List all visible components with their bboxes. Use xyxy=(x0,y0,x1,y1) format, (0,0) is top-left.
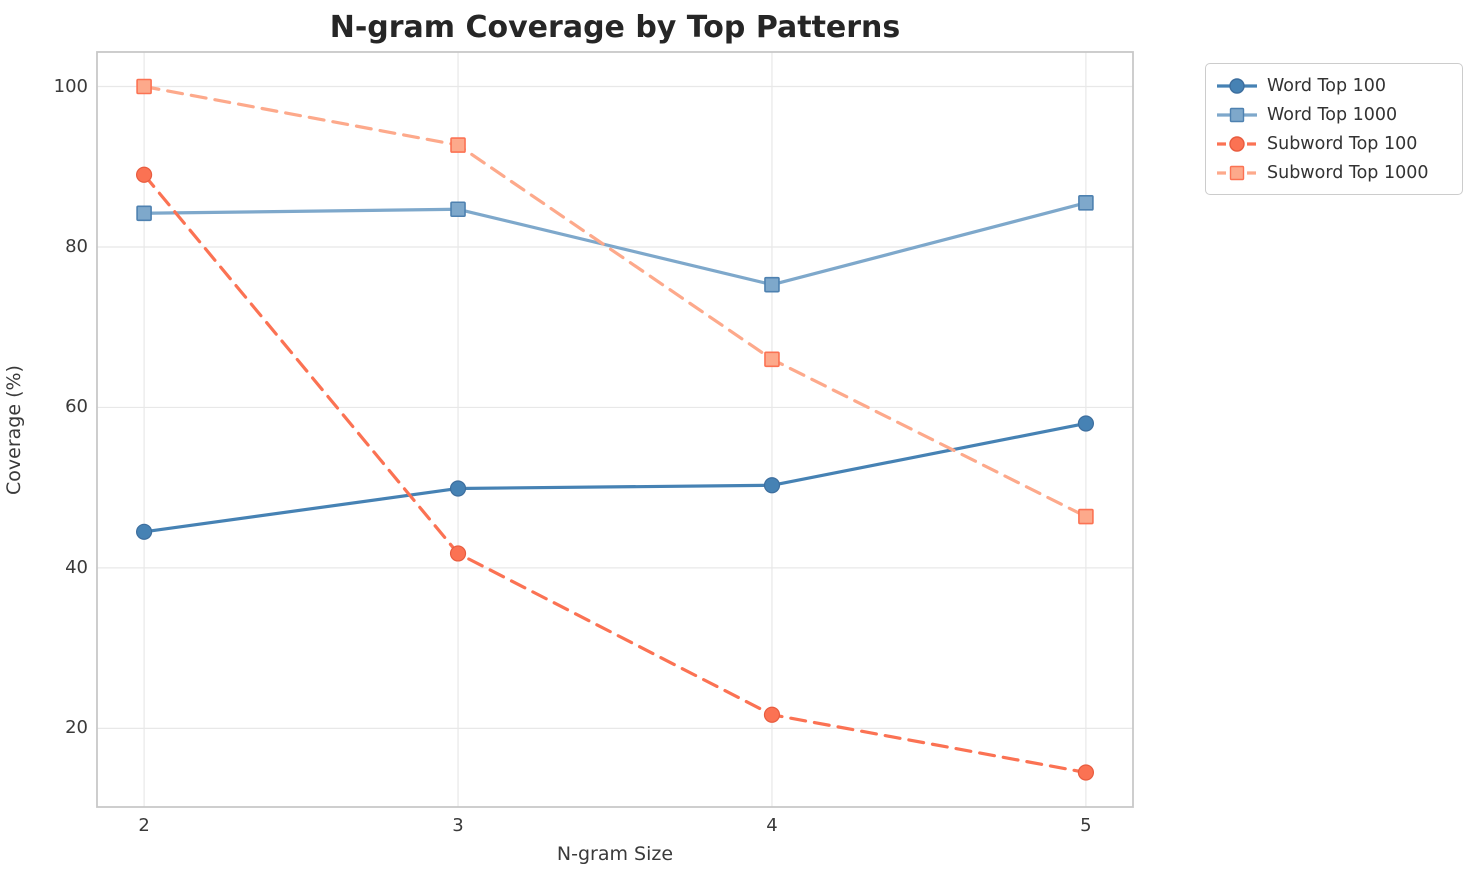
legend-label: Subword Top 100 xyxy=(1267,133,1418,154)
data-point-marker xyxy=(1077,415,1095,432)
series-line-0 xyxy=(142,421,1088,534)
y-axis-label: Coverage (%) xyxy=(3,365,25,495)
legend-label: Subword Top 1000 xyxy=(1267,162,1429,183)
data-point-marker xyxy=(136,205,152,222)
data-point-marker xyxy=(1078,508,1094,525)
circle-marker-icon xyxy=(1229,77,1245,94)
legend-item-subword-top-100: Subword Top 100 xyxy=(1216,129,1452,158)
x-tick-label: 3 xyxy=(452,815,464,836)
data-point-marker xyxy=(135,166,153,183)
data-point-marker xyxy=(450,137,466,153)
circle-marker-icon xyxy=(1229,135,1245,152)
x-tick-label: 5 xyxy=(1080,815,1092,836)
legend-line-marker-icon xyxy=(1217,165,1257,180)
y-tick-label: 80 xyxy=(65,235,88,257)
y-tick-label: 20 xyxy=(65,717,88,739)
series-line-3 xyxy=(142,84,1088,519)
data-point-marker xyxy=(764,276,780,293)
legend-line-marker-icon xyxy=(1217,77,1257,94)
y-tick-label: 40 xyxy=(65,556,88,578)
data-point-marker xyxy=(764,351,780,368)
legend-line-marker-icon xyxy=(1217,107,1257,122)
data-point-marker xyxy=(1078,195,1094,211)
chart-title: N-gram Coverage by Top Patterns xyxy=(329,10,901,45)
legend: Word Top 100 Word Top 1000 Subword Top 1… xyxy=(1205,63,1463,195)
series-line-1 xyxy=(142,201,1088,287)
plot-background xyxy=(97,52,1133,807)
legend-item-word-top-100: Word Top 100 xyxy=(1216,71,1452,100)
data-point-marker xyxy=(763,477,781,494)
x-tick-label: 4 xyxy=(766,815,778,836)
data-point-marker xyxy=(449,545,467,562)
square-marker-icon xyxy=(1229,107,1245,122)
data-point-marker xyxy=(135,523,153,540)
legend-label: Word Top 100 xyxy=(1267,75,1387,96)
data-point-marker xyxy=(450,201,466,218)
y-tick-label: 60 xyxy=(65,396,88,418)
plot-frame xyxy=(96,51,1134,808)
square-marker-icon xyxy=(1229,165,1245,180)
legend-item-word-top-1000: Word Top 1000 xyxy=(1216,100,1452,129)
legend-item-subword-top-1000: Subword Top 1000 xyxy=(1216,158,1452,187)
data-point-marker xyxy=(449,480,467,497)
data-point-marker xyxy=(1077,764,1095,781)
series-line-2 xyxy=(142,173,1088,775)
x-tick-label: 2 xyxy=(138,815,150,836)
x-axis-label: N-gram Size xyxy=(556,843,674,865)
legend-label: Word Top 1000 xyxy=(1267,104,1398,125)
data-point-marker xyxy=(763,706,781,723)
legend-line-marker-icon xyxy=(1217,135,1257,152)
data-point-marker xyxy=(136,78,152,95)
y-tick-label: 100 xyxy=(53,75,88,97)
